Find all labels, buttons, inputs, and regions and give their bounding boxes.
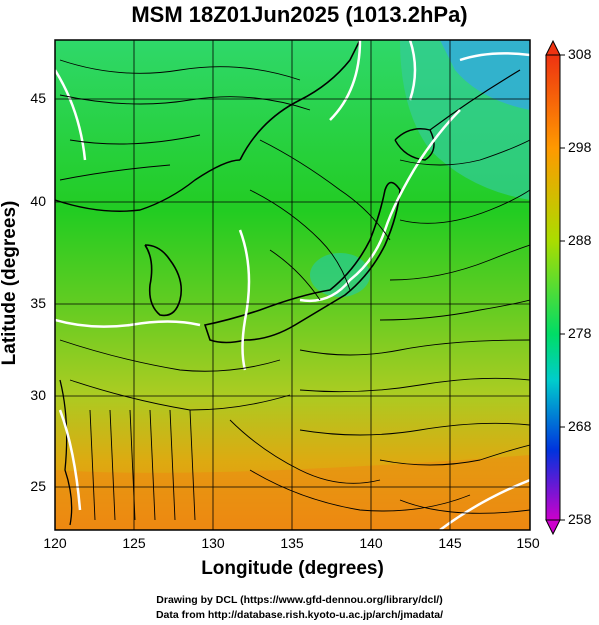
coastline-taiwan	[59, 379, 73, 526]
colorbar-tick-label: 268	[568, 418, 592, 434]
colorbar-tick-label: 298	[568, 139, 592, 155]
colorbar-tick-label: 258	[568, 511, 592, 527]
y-tick-label: 25	[30, 478, 46, 494]
lat-lon-grid	[55, 40, 530, 530]
coastline-korea	[144, 244, 183, 317]
coastline-japan	[203, 181, 401, 344]
y-tick-label: 40	[30, 193, 46, 209]
credit-drawing: Drawing by DCL (https://www.gfd-dennou.o…	[156, 594, 443, 606]
isotherm-contours	[55, 40, 530, 530]
credit-data-source: Data from http://database.rish.kyoto-u.a…	[155, 609, 444, 621]
map-title: MSM 18Z01Jun2025 (1013.2hPa)	[131, 2, 468, 27]
y-tick-label: 35	[30, 295, 46, 311]
coastline-asia	[239, 40, 361, 161]
plot-frame	[54, 39, 531, 531]
coastline-hokkaido	[394, 128, 435, 161]
y-axis-label: Latitude (degrees)	[0, 200, 20, 366]
cold-air-region	[440, 40, 530, 110]
y-tick-label: 30	[30, 387, 46, 403]
x-tick-label: 140	[359, 535, 383, 551]
x-tick-label: 120	[43, 535, 67, 551]
y-tick-label: 45	[30, 90, 46, 106]
x-axis-label: Longitude (degrees)	[201, 558, 384, 579]
colorbar-tick-label: 288	[568, 232, 592, 248]
x-tick-label: 150	[516, 535, 540, 551]
x-tick-label: 135	[280, 535, 304, 551]
x-tick-label: 130	[201, 535, 225, 551]
x-tick-label: 125	[122, 535, 146, 551]
warm-air-region	[55, 455, 530, 530]
colorbar	[545, 39, 565, 536]
wind-streamlines	[59, 59, 530, 521]
colorbar-tick-label: 308	[568, 46, 592, 62]
colorbar-tick-label: 278	[568, 325, 592, 341]
x-tick-label: 145	[438, 535, 462, 551]
